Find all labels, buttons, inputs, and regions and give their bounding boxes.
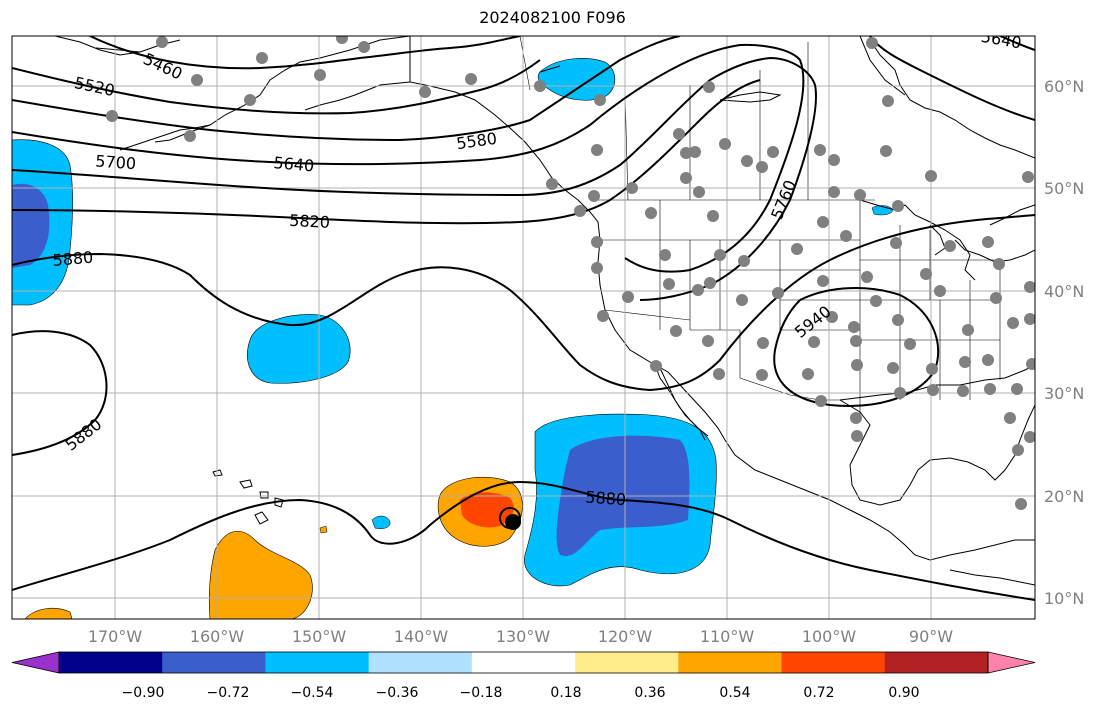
lat-tick: 10°N bbox=[1044, 589, 1084, 608]
contour-label: 5640 bbox=[273, 153, 315, 175]
lon-tick: 140°W bbox=[394, 627, 449, 646]
lat-tick: 50°N bbox=[1044, 179, 1084, 198]
latitude-labels: 60°N 50°N 40°N 30°N 20°N 10°N bbox=[1044, 77, 1084, 608]
colorbar-segments bbox=[11, 651, 1036, 674]
colorbar-segment bbox=[162, 652, 266, 673]
station-markers bbox=[106, 36, 1035, 510]
map-frame bbox=[11, 35, 1036, 620]
anomaly-shading bbox=[12, 58, 894, 619]
lon-tick: 150°W bbox=[292, 627, 347, 646]
storm-center-marker bbox=[499, 507, 521, 530]
colorbar-tick: 0.72 bbox=[803, 685, 834, 701]
colorbar-tick: 0.36 bbox=[634, 685, 665, 701]
lon-tick: 160°W bbox=[190, 627, 245, 646]
lat-lon-grid bbox=[12, 36, 1035, 619]
lat-tick: 40°N bbox=[1044, 282, 1084, 301]
colorbar-segment bbox=[678, 652, 783, 673]
colorbar-tick: −0.72 bbox=[207, 685, 250, 701]
colorbar-tick: −0.90 bbox=[122, 685, 165, 701]
map-title: 2024082100 F096 bbox=[479, 8, 626, 27]
colorbar-tick: 0.90 bbox=[888, 685, 919, 701]
colorbar-segment bbox=[884, 652, 989, 673]
contour-label: 5700 bbox=[95, 151, 137, 173]
colorbar-tick: −0.36 bbox=[376, 685, 419, 701]
lon-tick: 110°W bbox=[700, 627, 755, 646]
contour-label: 5880 bbox=[585, 487, 627, 509]
coastlines bbox=[54, 36, 1035, 586]
lon-tick: 130°W bbox=[496, 627, 551, 646]
colorbar-segment bbox=[368, 652, 473, 673]
lon-tick: 120°W bbox=[598, 627, 653, 646]
colorbar-tick: 0.18 bbox=[550, 685, 581, 701]
lat-tick: 20°N bbox=[1044, 487, 1084, 506]
longitude-labels: 170°W 160°W 150°W 140°W 130°W 120°W 110°… bbox=[88, 627, 953, 646]
contour-label: 5880 bbox=[52, 248, 94, 270]
lon-tick: 90°W bbox=[909, 627, 953, 646]
lat-tick: 30°N bbox=[1044, 384, 1084, 403]
colorbar-extend-low bbox=[11, 651, 60, 674]
lon-tick: 100°W bbox=[802, 627, 857, 646]
colorbar-extend-high bbox=[987, 651, 1036, 674]
contour-label: 5820 bbox=[289, 211, 331, 232]
colorbar-segment bbox=[781, 652, 886, 673]
colorbar-segment bbox=[59, 652, 163, 673]
colorbar: −0.90 −0.72 −0.54 −0.36 −0.18 0.18 0.36 … bbox=[11, 651, 1036, 701]
colorbar-segment bbox=[265, 652, 370, 673]
colorbar-tick: 0.54 bbox=[719, 685, 750, 701]
colorbar-tick: −0.18 bbox=[460, 685, 503, 701]
colorbar-tick-labels: −0.90 −0.72 −0.54 −0.36 −0.18 0.18 0.36 … bbox=[122, 685, 920, 701]
colorbar-segment bbox=[575, 652, 679, 673]
height-contours bbox=[12, 36, 1035, 601]
lat-tick: 60°N bbox=[1044, 77, 1084, 96]
colorbar-segment bbox=[471, 652, 576, 673]
colorbar-outline bbox=[58, 651, 989, 674]
lon-tick: 170°W bbox=[88, 627, 143, 646]
colorbar-tick: −0.54 bbox=[291, 685, 334, 701]
